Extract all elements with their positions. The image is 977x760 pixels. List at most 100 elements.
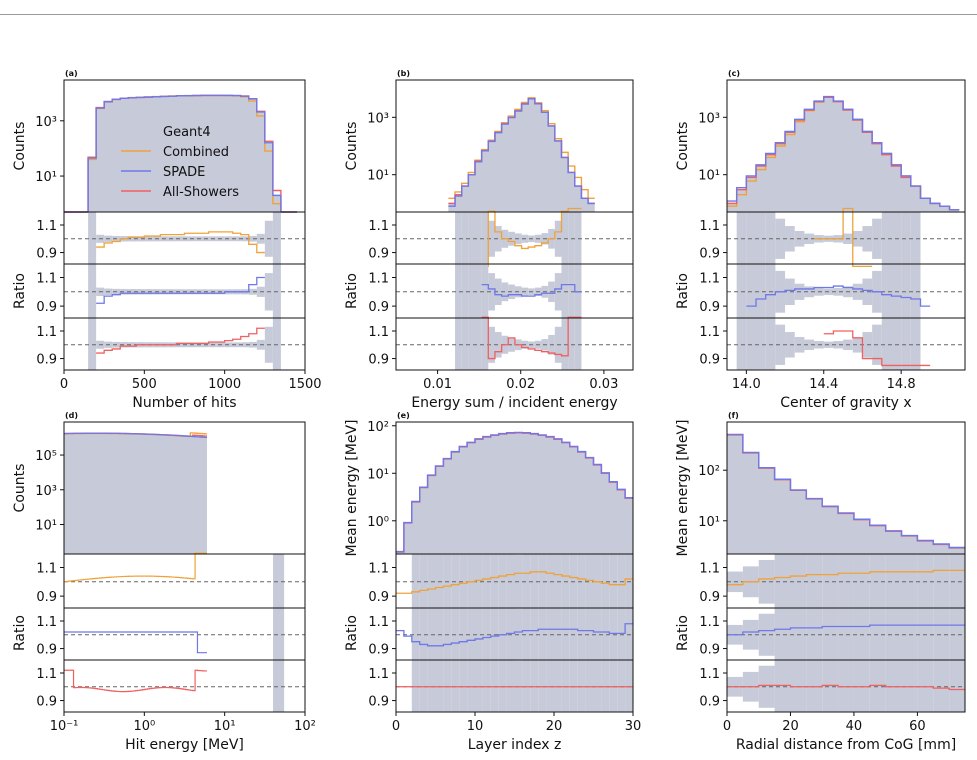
geant4-histogram bbox=[727, 434, 965, 554]
x-tick-label-4-3: 30 bbox=[625, 719, 642, 734]
y-label-1: Counts bbox=[344, 122, 360, 171]
uncertainty-band bbox=[917, 608, 934, 660]
uncertainty-band bbox=[790, 660, 807, 712]
spade-histogram bbox=[727, 95, 960, 211]
uncertainty-band bbox=[459, 554, 468, 608]
uncertainty-band bbox=[910, 264, 921, 318]
uncertainty-band bbox=[468, 318, 475, 370]
legend-label-1: Combined bbox=[163, 145, 229, 160]
ratio_combined-line bbox=[64, 552, 207, 583]
uncertainty-band bbox=[248, 235, 257, 242]
panel-label-1: (b) bbox=[397, 69, 410, 78]
uncertainty-band bbox=[272, 318, 281, 370]
uncertainty-band bbox=[775, 324, 786, 365]
uncertainty-band bbox=[601, 608, 610, 660]
y-tick-label-4-1: 10¹ bbox=[367, 467, 389, 482]
panel-4 bbox=[392, 421, 634, 716]
x-label-5: Radial distance from CoG [mm] bbox=[736, 737, 956, 753]
y-tick-label-4-0: 10² bbox=[367, 420, 389, 435]
uncertainty-band bbox=[577, 608, 586, 660]
x-label-0: Number of hits bbox=[132, 395, 236, 411]
uncertainty-band bbox=[822, 554, 839, 608]
uncertainty-band bbox=[427, 608, 436, 660]
ratio-label-1: Ratio bbox=[344, 273, 360, 309]
uncertainty-band bbox=[494, 226, 502, 252]
x-tick-label-3-2: 10¹ bbox=[214, 719, 236, 734]
uncertainty-band bbox=[481, 264, 489, 318]
uncertainty-band bbox=[756, 318, 766, 370]
uncertainty-band bbox=[585, 660, 594, 712]
uncertainty-band bbox=[574, 264, 582, 318]
uncertainty-band bbox=[901, 608, 918, 660]
y-label-5: Mean energy [MeV] bbox=[675, 419, 691, 556]
legend-label-2: SPADE bbox=[163, 165, 205, 180]
ratio-label-5: Ratio bbox=[675, 615, 691, 651]
ratio-tick-label-0-2-0: 1.1 bbox=[36, 325, 57, 340]
y-tick-label-0-1: 10¹ bbox=[35, 170, 57, 185]
panel-label-3: (d) bbox=[65, 411, 78, 420]
spade-histogram bbox=[64, 432, 207, 439]
x-tick-label-3-1: 10⁰ bbox=[133, 719, 155, 734]
x-tick-label-1-1: 0.02 bbox=[506, 377, 535, 392]
uncertainty-band bbox=[933, 608, 950, 660]
ratio-tick-label-3-2-0: 1.1 bbox=[36, 667, 57, 682]
ratio_combined-line bbox=[814, 207, 873, 267]
uncertainty-band bbox=[609, 554, 618, 608]
uncertainty-band bbox=[756, 212, 766, 264]
uncertainty-band bbox=[804, 286, 815, 298]
uncertainty-band bbox=[451, 660, 460, 712]
uncertainty-band bbox=[561, 212, 569, 264]
x-tick-label-0-2: 1000 bbox=[208, 377, 241, 392]
uncertainty-band bbox=[885, 660, 902, 712]
uncertainty-band bbox=[569, 608, 578, 660]
uncertainty-band bbox=[272, 264, 281, 318]
uncertainty-band bbox=[561, 660, 570, 712]
legend-label-0: Geant4 bbox=[163, 125, 211, 140]
ratio_allshowers-line bbox=[823, 330, 931, 367]
uncertainty-band bbox=[467, 608, 475, 660]
y-label-3: Counts bbox=[12, 464, 28, 513]
uncertainty-band bbox=[419, 660, 428, 712]
panel-0 bbox=[60, 79, 306, 374]
uncertainty-band bbox=[933, 660, 950, 712]
ratio-axes-frame bbox=[395, 659, 634, 713]
uncertainty-band bbox=[617, 660, 626, 712]
uncertainty-band bbox=[176, 289, 185, 295]
uncertainty-band bbox=[804, 233, 815, 244]
x-tick-label-5-3: 60 bbox=[909, 719, 926, 734]
uncertainty-band bbox=[833, 341, 844, 349]
uncertainty-band bbox=[482, 608, 491, 660]
x-tick-label-5-0: 0 bbox=[723, 719, 731, 734]
uncertainty-band bbox=[481, 212, 489, 264]
ratio-tick-label-5-1-1: 0.9 bbox=[699, 643, 720, 658]
ratio-axes-frame bbox=[63, 607, 306, 661]
uncertainty-band bbox=[852, 230, 863, 247]
uncertainty-band bbox=[568, 212, 575, 264]
uncertainty-band bbox=[601, 554, 610, 608]
uncertainty-band bbox=[498, 554, 507, 608]
uncertainty-band bbox=[949, 554, 965, 608]
uncertainty-band bbox=[885, 608, 902, 660]
ratio-tick-label-4-1-1: 0.9 bbox=[368, 643, 389, 658]
uncertainty-band bbox=[494, 332, 502, 358]
uncertainty-band bbox=[488, 326, 495, 363]
uncertainty-band bbox=[435, 608, 444, 660]
ratio_spade-line bbox=[96, 276, 265, 304]
uncertainty-band bbox=[593, 660, 602, 712]
uncertainty-band bbox=[411, 554, 420, 608]
x-tick-label-0-1: 500 bbox=[132, 377, 157, 392]
ratio-tick-label-0-1-0: 1.1 bbox=[36, 272, 57, 287]
uncertainty-band bbox=[585, 608, 594, 660]
uncertainty-band bbox=[88, 318, 97, 370]
panel-label-2: (c) bbox=[728, 69, 740, 78]
uncertainty-band bbox=[468, 264, 475, 318]
uncertainty-band bbox=[790, 554, 807, 608]
uncertainty-band bbox=[881, 264, 892, 318]
uncertainty-band bbox=[804, 339, 815, 350]
uncertainty-band bbox=[176, 236, 185, 242]
ratio-label-3: Ratio bbox=[12, 615, 28, 651]
spade-histogram bbox=[396, 431, 633, 553]
uncertainty-band bbox=[128, 236, 137, 242]
uncertainty-band bbox=[881, 212, 892, 264]
x-tick-label-0-3: 1500 bbox=[288, 377, 321, 392]
